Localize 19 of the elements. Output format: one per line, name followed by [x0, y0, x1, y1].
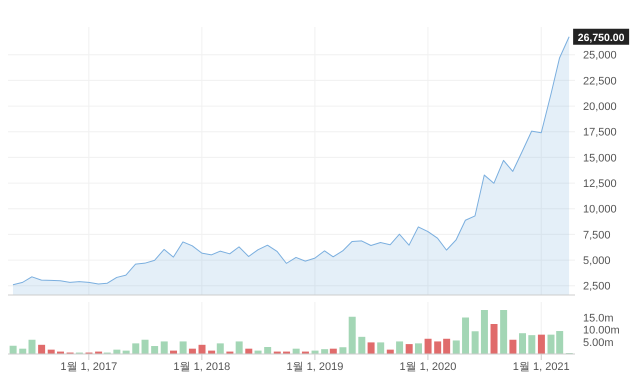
- y-tick-label: 25,000: [583, 50, 617, 62]
- y-tick-label: 15,000: [583, 152, 617, 164]
- y-tick-label: 5.00m: [583, 336, 614, 349]
- y-tick-label: 5,000: [583, 254, 611, 267]
- annotation: 26,750.00: [578, 32, 625, 44]
- x-tick-label: 1월 1, 2018: [173, 360, 230, 373]
- x-tick-label: 1월 1, 2021: [512, 360, 570, 373]
- x-tick-label: 1월 1, 2019: [286, 360, 344, 373]
- y-tick-label: 10,000: [583, 204, 617, 216]
- x-tick-label: 1월 1, 2020: [399, 360, 456, 373]
- y-tick-label: 10.00m: [583, 324, 620, 337]
- y-tick-label: 22,500: [583, 75, 617, 88]
- x-tick-label: 1월 1, 2017: [60, 360, 118, 373]
- y-tick-label: 20,000: [583, 100, 617, 113]
- y-tick-label: 7,500: [583, 229, 611, 242]
- y-tick-label: 17,500: [583, 126, 617, 139]
- y-tick-label: 2,500: [583, 280, 611, 293]
- y-tick-label: 15.0m: [583, 312, 614, 325]
- y-tick-label: 12,500: [583, 178, 617, 190]
